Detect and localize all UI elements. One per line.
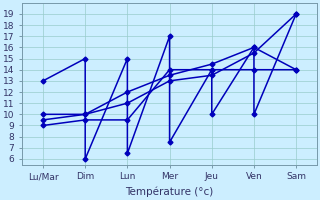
X-axis label: Température (°c): Température (°c) [125,187,214,197]
